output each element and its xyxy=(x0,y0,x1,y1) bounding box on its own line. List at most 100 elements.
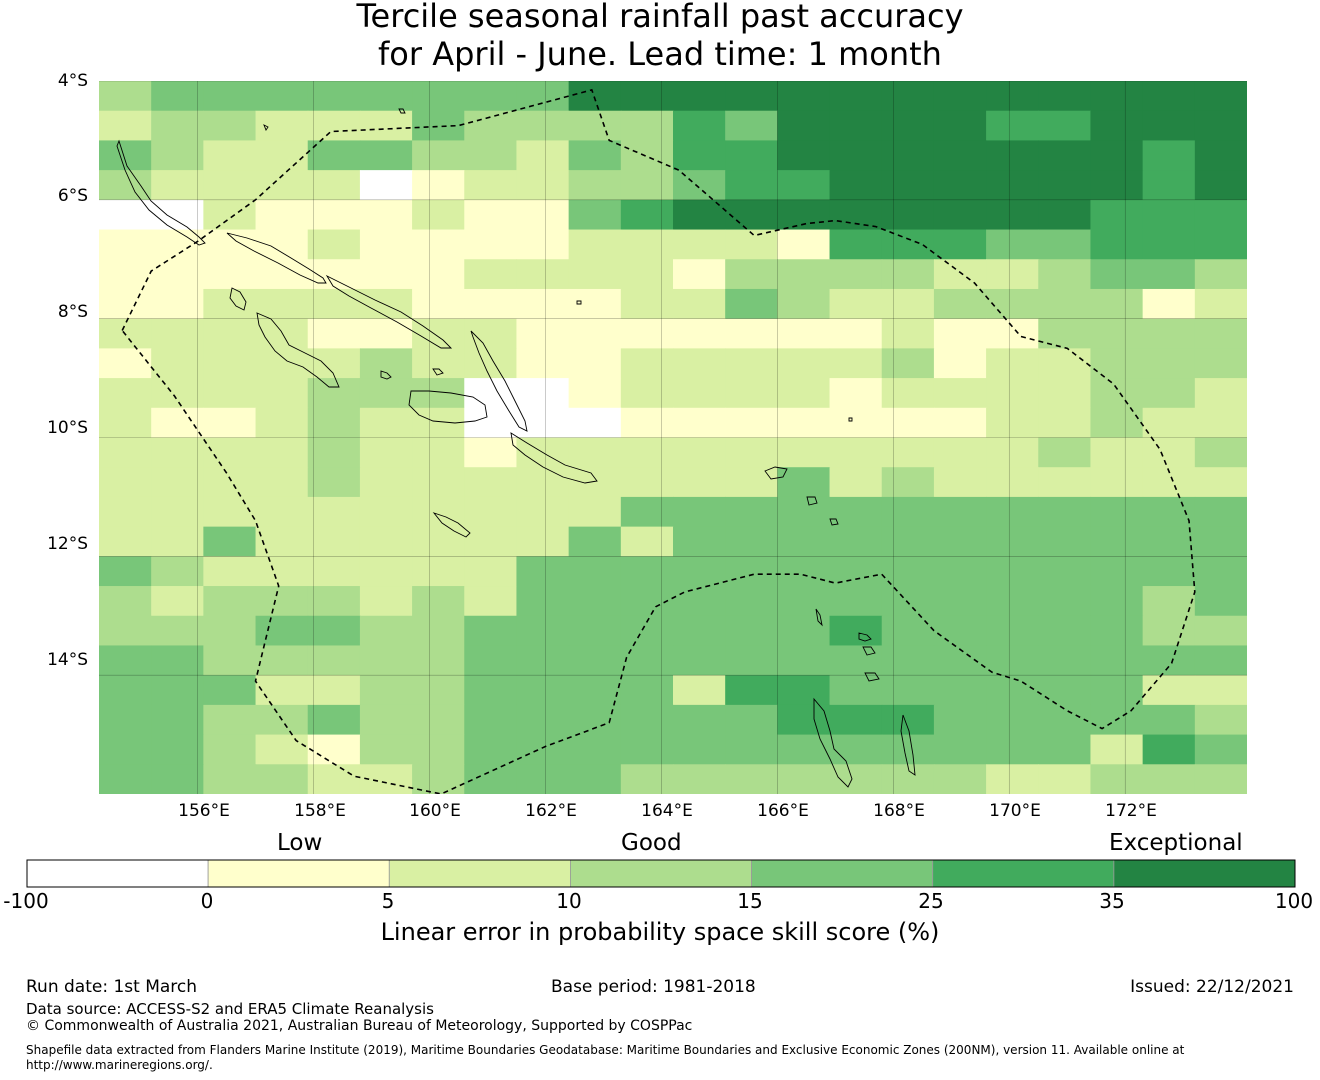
skill-grid-cell xyxy=(464,734,518,765)
skill-grid-cell xyxy=(725,259,778,290)
skill-grid-cell xyxy=(1142,199,1196,231)
russell-island xyxy=(432,368,444,376)
tikopia-island xyxy=(848,417,853,422)
skill-grid-cell xyxy=(255,526,309,557)
colorbar-axis-label: Linear error in probability space skill … xyxy=(380,918,940,946)
skill-grid-cell xyxy=(99,764,152,794)
colorbar xyxy=(26,859,1296,888)
skill-grid-cell xyxy=(933,407,987,439)
skill-grid-cell xyxy=(1194,615,1247,647)
skill-grid-cell xyxy=(725,81,778,112)
skill-grid-cell xyxy=(99,199,152,231)
colorbar-tick-label: 15 xyxy=(737,889,763,913)
new-georgia-island xyxy=(256,312,340,388)
skill-grid-cell xyxy=(620,170,674,201)
skill-grid-cell xyxy=(673,526,726,557)
skill-grid-cell xyxy=(725,586,778,617)
skill-grid-cell xyxy=(151,526,204,557)
skill-grid-cell xyxy=(516,496,570,528)
skill-grid-cell xyxy=(1038,645,1092,676)
skill-grid-cell xyxy=(620,764,674,794)
skill-grid-cell xyxy=(673,496,726,528)
skill-grid-cell xyxy=(516,229,570,260)
skill-grid-cell xyxy=(359,378,413,409)
skill-grid-cell xyxy=(151,170,204,201)
skill-grid-cell xyxy=(986,645,1039,676)
skill-score-map[interactable] xyxy=(99,81,1247,794)
skill-grid-cell xyxy=(203,348,257,379)
skill-grid-cell xyxy=(829,170,883,201)
skill-grid-cell xyxy=(777,734,831,765)
skill-grid-cell xyxy=(203,526,257,557)
skill-grid-cell xyxy=(829,229,883,260)
skill-grid-cell xyxy=(255,764,309,794)
skill-grid-cell xyxy=(359,704,413,736)
skill-grid-cell xyxy=(1194,140,1247,171)
colorbar-tick-label: 35 xyxy=(1099,889,1125,913)
skill-grid-cell xyxy=(620,675,674,706)
skill-grid-cell xyxy=(516,140,570,171)
skill-grid-cell xyxy=(307,675,361,706)
skill-grid-cell xyxy=(673,764,726,794)
skill-grid-cell xyxy=(359,645,413,676)
skill-grid-cell xyxy=(829,645,883,676)
skill-grid-cell xyxy=(1142,229,1196,260)
skill-grid-cell xyxy=(1090,199,1144,231)
skill-grid-cell xyxy=(151,81,204,112)
skill-grid-cell xyxy=(1142,81,1196,112)
skill-grid-cell xyxy=(99,704,152,736)
lat-tick-label: 10°S xyxy=(47,418,88,438)
skill-grid-cell xyxy=(986,81,1039,112)
skill-grid-cell xyxy=(725,496,778,528)
skill-grid-cell xyxy=(777,259,831,290)
skill-grid-cell xyxy=(412,318,465,349)
skill-grid-cell xyxy=(1090,437,1144,468)
skill-grid-cell xyxy=(1090,734,1144,765)
skill-grid-cell xyxy=(359,259,413,290)
colorbar-tick-label: 5 xyxy=(381,889,395,913)
nggela-island xyxy=(380,370,392,380)
skill-grid-cell xyxy=(412,259,465,290)
skill-grid-cell xyxy=(881,496,935,528)
skill-grid-cell xyxy=(1194,81,1247,112)
skill-grid-cell xyxy=(620,586,674,617)
skill-grid-cell xyxy=(1142,288,1196,320)
skill-grid-cell xyxy=(933,556,987,587)
skill-grid-cell xyxy=(1194,556,1247,587)
skill-grid-cell xyxy=(881,170,935,201)
skill-grid-cell xyxy=(933,140,987,171)
skill-grid-cell xyxy=(777,229,831,260)
skill-grid-cell xyxy=(673,467,726,498)
skill-grid-cell xyxy=(516,348,570,379)
skill-grid-cell xyxy=(203,288,257,320)
skill-grid-cell xyxy=(412,437,465,468)
skill-grid-cell xyxy=(516,170,570,201)
skill-grid-cell xyxy=(777,675,831,706)
skill-grid-cell xyxy=(151,496,204,528)
skill-grid-cell xyxy=(1142,615,1196,647)
skill-grid-cell xyxy=(620,645,674,676)
skill-grid-cell xyxy=(1142,170,1196,201)
skill-grid-cell xyxy=(464,140,518,171)
skill-grid-cell xyxy=(99,288,152,320)
skill-grid-cell xyxy=(1194,318,1247,349)
skill-grid-cell xyxy=(933,229,987,260)
skill-grid-cell xyxy=(255,81,309,112)
lon-tick-label: 172°E xyxy=(1105,801,1157,821)
vella-lavella-island xyxy=(229,287,247,311)
skill-grid-cell xyxy=(673,704,726,736)
lon-tick-label: 156°E xyxy=(178,801,230,821)
skill-grid-cell xyxy=(881,199,935,231)
skill-grid-cell xyxy=(673,407,726,439)
skill-grid-cell xyxy=(307,288,361,320)
skill-grid-cell xyxy=(307,437,361,468)
skill-grid-cell xyxy=(568,764,622,794)
skill-grid-cell xyxy=(1194,407,1247,439)
skill-grid-cell xyxy=(777,318,831,349)
skill-grid-cell xyxy=(1142,259,1196,290)
skill-grid-cell xyxy=(203,645,257,676)
colorbar-bin xyxy=(388,859,571,888)
skill-grid-cell xyxy=(829,259,883,290)
skill-grid-cell xyxy=(359,675,413,706)
skill-grid-cell xyxy=(1090,81,1144,112)
